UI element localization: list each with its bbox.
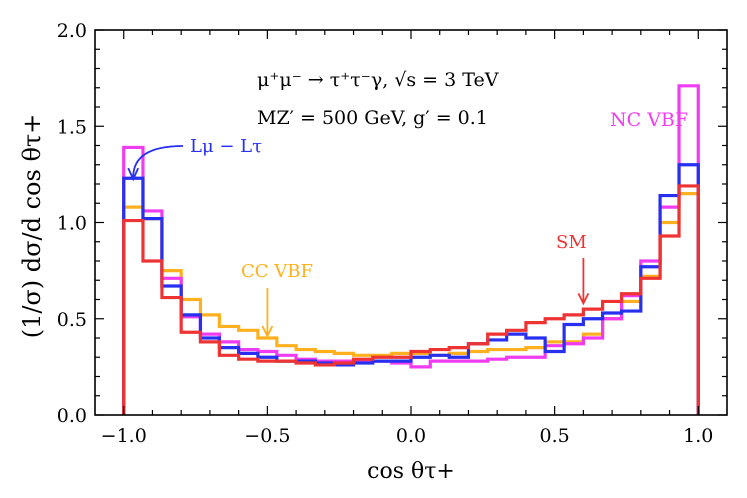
lmu-ltau-arrow bbox=[127, 145, 184, 182]
series-layer bbox=[122, 84, 700, 415]
process-annotation: μ⁺μ⁻ → τ⁺τ⁻γ, √s = 3 TeV bbox=[257, 69, 499, 91]
series-cc-vbf-line bbox=[122, 192, 700, 415]
series-nc-vbf-line bbox=[122, 84, 700, 415]
axes: −1.0 −0.5 0.0 0.5 1.0 0.0 0.5 1.0 1.5 2.0 bbox=[57, 20, 728, 447]
y-tick-label: 0.5 bbox=[57, 309, 87, 331]
y-tick-label: 1.5 bbox=[57, 116, 87, 138]
x-tick-label: 1.0 bbox=[683, 425, 713, 447]
x-tick-label: −1.0 bbox=[101, 425, 147, 447]
lmu-ltau-label: Lμ − Lτ bbox=[190, 136, 262, 157]
y-tick-label: 1.0 bbox=[57, 213, 87, 235]
cc-vbf-label: CC VBF bbox=[241, 261, 313, 282]
nc-vbf-label: NC VBF bbox=[610, 109, 688, 131]
annotation-arrows bbox=[127, 145, 590, 339]
cc-vbf-arrow bbox=[261, 288, 274, 339]
series-l-l-line bbox=[122, 163, 700, 415]
sm-label: SM bbox=[556, 232, 587, 253]
y-tick-label: 2.0 bbox=[57, 20, 87, 42]
y-axis-label: (1/σ) dσ/d cos θτ+ bbox=[18, 114, 46, 339]
series-sm-line bbox=[122, 184, 700, 415]
x-axis-label: cos θτ+ bbox=[367, 459, 455, 484]
x-tick-label: 0.0 bbox=[396, 425, 426, 447]
sm-arrow bbox=[577, 258, 590, 306]
params-annotation: MZ′ = 500 GeV, g′ = 0.1 bbox=[257, 107, 488, 129]
y-tick-label: 0.0 bbox=[57, 405, 87, 427]
x-tick-label: −0.5 bbox=[244, 425, 290, 447]
x-tick-label: 0.5 bbox=[540, 425, 570, 447]
